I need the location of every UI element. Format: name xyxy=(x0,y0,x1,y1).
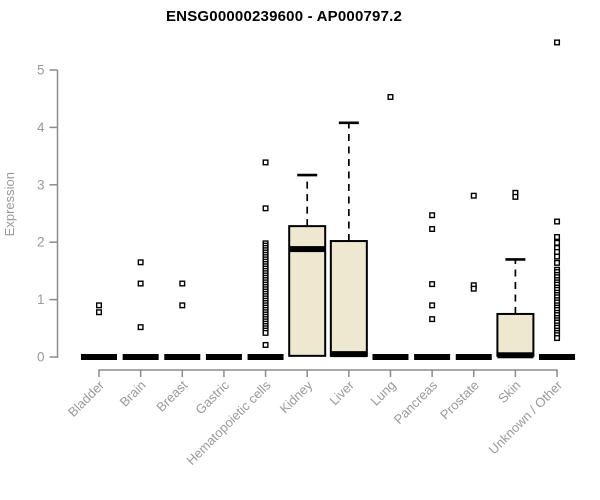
outlier-point xyxy=(137,280,144,287)
outlier-point xyxy=(470,285,477,292)
outlier-point xyxy=(387,93,394,100)
outlier-point xyxy=(429,302,436,309)
y-tick-label: 0 xyxy=(37,350,45,365)
box-group xyxy=(247,159,284,360)
outlier-point xyxy=(429,316,436,323)
x-tick-label: Prostate xyxy=(437,378,482,423)
box-group xyxy=(372,93,409,360)
median-line xyxy=(372,354,409,360)
x-tick-label: Gastric xyxy=(192,377,232,417)
y-tick-label: 1 xyxy=(37,292,45,307)
box xyxy=(329,240,368,357)
y-tick-label: 2 xyxy=(37,235,45,250)
box-group xyxy=(329,121,368,358)
y-tick-label: 3 xyxy=(37,177,45,192)
median-line xyxy=(330,351,367,358)
box-group xyxy=(496,189,535,359)
box-group xyxy=(455,192,492,360)
median-line xyxy=(247,354,284,360)
median-line xyxy=(81,354,117,360)
outlier-point xyxy=(262,159,269,166)
median-line xyxy=(164,354,201,360)
x-tick-label: Lung xyxy=(368,378,399,409)
x-tick-label: Breast xyxy=(153,377,190,414)
box-group xyxy=(288,173,327,357)
outlier-point xyxy=(554,218,561,225)
outlier-point xyxy=(554,253,561,260)
outlier-point xyxy=(262,205,269,212)
median-line xyxy=(289,246,326,253)
outlier-point xyxy=(512,193,519,200)
outlier-point xyxy=(470,192,477,199)
y-tick-label: 4 xyxy=(37,120,45,135)
box-group xyxy=(414,212,451,360)
box-group xyxy=(81,302,117,360)
box-group xyxy=(122,259,159,360)
median-line xyxy=(414,354,451,360)
outlier-point xyxy=(554,234,561,241)
outlier-point xyxy=(429,225,436,232)
outlier-point xyxy=(429,281,436,288)
outlier-point xyxy=(554,239,561,246)
outlier-point xyxy=(554,259,561,266)
median-line xyxy=(497,352,534,359)
x-tick-label: Pancreas xyxy=(391,377,441,427)
median-line xyxy=(455,354,492,360)
box xyxy=(288,225,327,357)
x-tick-label: Liver xyxy=(326,377,357,408)
chart-title: ENSG00000239600 - AP000797.2 xyxy=(165,8,403,25)
outlier-point xyxy=(137,259,144,266)
outlier-point xyxy=(262,341,269,348)
outlier-point xyxy=(95,302,102,309)
y-tick-label: 5 xyxy=(37,63,45,78)
box-group xyxy=(164,280,201,360)
box-group xyxy=(539,39,576,360)
outlier-point xyxy=(429,212,436,219)
outlier-point xyxy=(554,39,561,46)
box xyxy=(496,312,535,357)
outlier-point xyxy=(262,329,269,336)
x-tick-label: Bladder xyxy=(65,377,108,420)
x-tick-label: Brain xyxy=(117,378,149,410)
median-line xyxy=(122,354,159,360)
x-tick-label: Unknown / Other xyxy=(486,377,566,457)
outlier-point xyxy=(179,280,186,287)
x-tick-label: Skin xyxy=(495,378,523,406)
outlier-point xyxy=(137,324,144,331)
box-group xyxy=(205,354,242,360)
outlier-point xyxy=(179,302,186,309)
median-line xyxy=(205,354,242,360)
x-tick-label: Kidney xyxy=(277,377,316,416)
outlier-point xyxy=(554,335,561,342)
median-line xyxy=(539,354,576,360)
outlier-point xyxy=(95,309,102,316)
